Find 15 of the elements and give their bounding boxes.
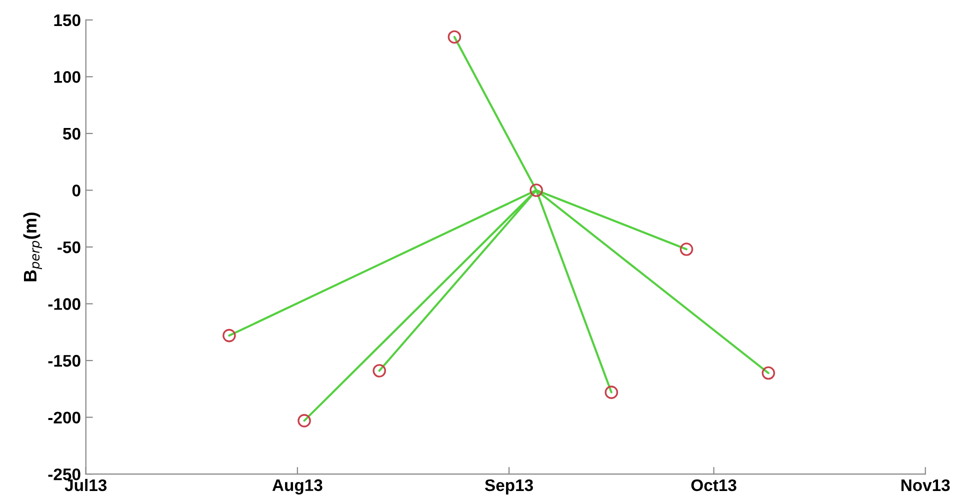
y-axis-title: B$_{perp}$(m) [23,212,42,282]
y-tick-label: 0 [72,184,80,196]
x-tick-label: Oct13 [691,479,736,492]
y-tick-label: -100 [48,298,80,310]
x-tick-label: Nov13 [901,479,950,492]
y-tick-label: 100 [54,71,80,83]
y-tick-label: -150 [48,354,80,367]
y-tick-label: -200 [48,412,80,424]
y-tick-label: 150 [54,14,80,26]
y-tick-label: 50 [62,128,80,140]
y-tick-label: -50 [58,241,80,254]
x-tick-label: Aug13 [272,479,322,494]
x-tick-label: Sep13 [484,479,533,494]
x-tick-label: Jul13 [64,478,107,492]
y-tick-label: -250 [48,468,80,480]
